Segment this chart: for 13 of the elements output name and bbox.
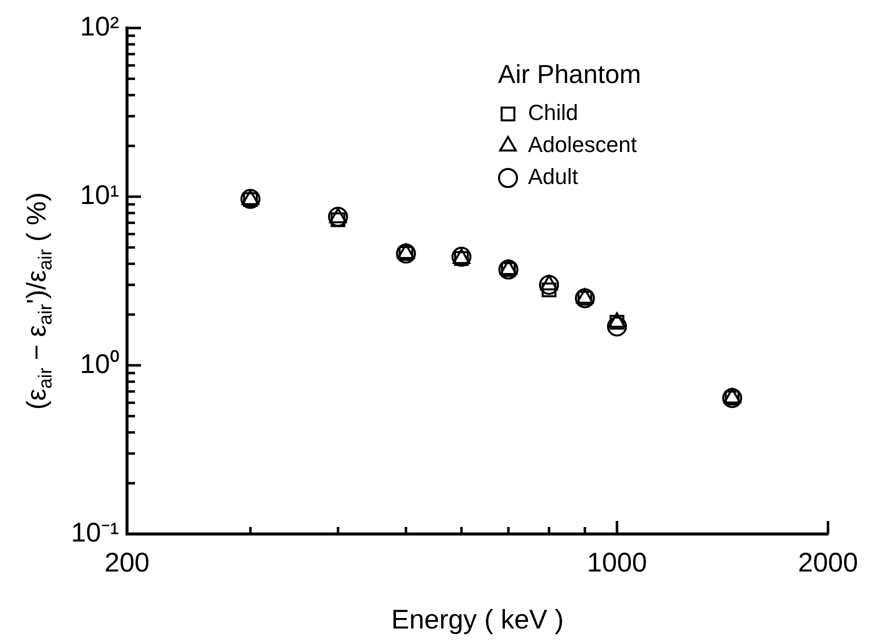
- y-tick-label: 10¹: [80, 180, 119, 210]
- y-tick-label: 10⁰: [80, 348, 119, 379]
- y-tick-label: 10⁻¹: [70, 517, 119, 548]
- y-axis-title: (εair − εair')/εair ( %): [21, 192, 56, 410]
- y-tick-label: 10²: [80, 11, 119, 42]
- legend-label: Adolescent: [528, 132, 637, 158]
- x-tick-label: 200: [104, 548, 150, 578]
- legend-title: Air Phantom: [498, 59, 642, 90]
- legend-label: Child: [528, 100, 578, 126]
- x-axis-title: Energy ( keV ): [391, 604, 564, 634]
- x-tick-label: 2000: [798, 548, 858, 578]
- x-tick-label: 1000: [586, 548, 648, 578]
- legend-label: Adult: [528, 164, 578, 190]
